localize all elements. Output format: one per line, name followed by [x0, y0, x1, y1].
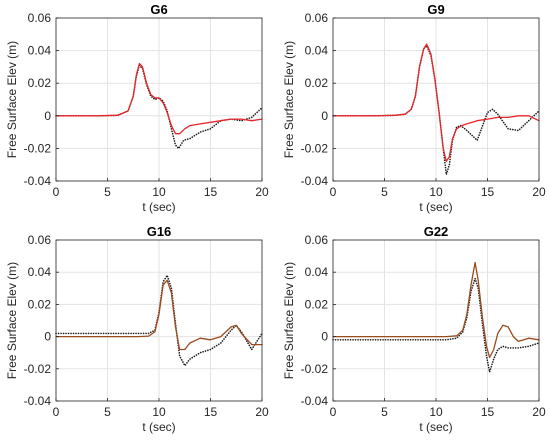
- y-tick-label: 0.02: [28, 76, 52, 90]
- x-tick-label: 10: [152, 405, 166, 419]
- panel-title: G22: [424, 224, 449, 239]
- x-tick-label: 20: [532, 185, 546, 199]
- x-axis-label: t (sec): [419, 420, 452, 434]
- x-tick-label: 0: [330, 405, 337, 419]
- x-tick-label: 10: [152, 185, 166, 199]
- y-tick-label: -0.04: [24, 394, 52, 408]
- x-tick-label: 5: [381, 185, 388, 199]
- y-tick-label: -0.02: [301, 141, 329, 155]
- x-tick-label: 0: [53, 405, 60, 419]
- y-tick-label: -0.02: [24, 362, 52, 376]
- x-axis-label: t (sec): [142, 420, 175, 434]
- x-tick-label: 15: [481, 405, 495, 419]
- y-tick-label: 0.04: [305, 44, 329, 58]
- panel-title: G9: [427, 2, 444, 17]
- x-tick-label: 5: [104, 405, 111, 419]
- y-tick-label: -0.04: [301, 174, 329, 188]
- series-line-model: [55, 62, 263, 135]
- panel-g22: 0 5 10 15 20 -0.04 -0.02 0 0.02 0.04 0.06 G22 t (s…: [282, 224, 546, 434]
- panel-g9: 0 5 10 15 20 -0.04 -0.02 0 0.02 0.04 0.06 G9 t (se…: [282, 2, 546, 214]
- panel-title: G16: [147, 224, 172, 239]
- x-tick-label: 0: [330, 185, 337, 199]
- x-tick-label: 20: [255, 185, 269, 199]
- y-tick-label: 0.02: [305, 297, 329, 311]
- y-axis-label: Free Surface Elev (m): [282, 262, 296, 379]
- y-tick-label: 0.04: [28, 44, 52, 58]
- y-tick-label: 0.06: [28, 233, 52, 247]
- y-tick-label: 0: [321, 109, 328, 123]
- y-tick-label: 0.04: [28, 265, 52, 279]
- series-line-measured: [332, 277, 540, 373]
- series-line-model: [332, 261, 540, 359]
- panel-title: G6: [150, 2, 167, 17]
- x-tick-label: 5: [104, 185, 111, 199]
- y-tick-label: 0.06: [28, 11, 52, 25]
- x-tick-label: 20: [255, 405, 269, 419]
- x-tick-label: 15: [204, 405, 218, 419]
- x-tick-label: 5: [381, 405, 388, 419]
- y-tick-label: 0: [321, 330, 328, 344]
- panel-g16: 0 5 10 15 20 -0.04 -0.02 0 0.02 0.04 0.06 G16 t (s…: [5, 224, 269, 434]
- y-tick-label: 0.06: [305, 11, 329, 25]
- x-tick-label: 15: [481, 185, 495, 199]
- y-tick-label: 0.04: [305, 265, 329, 279]
- x-tick-label: 10: [429, 185, 443, 199]
- y-tick-label: -0.04: [24, 174, 52, 188]
- y-tick-label: 0: [44, 109, 51, 123]
- y-tick-label: 0: [44, 330, 51, 344]
- y-tick-label: -0.02: [301, 362, 329, 376]
- series-line-model: [55, 279, 263, 351]
- y-tick-label: 0.02: [28, 297, 52, 311]
- x-tick-label: 0: [53, 185, 60, 199]
- y-tick-label: 0.06: [305, 233, 329, 247]
- series-line-model: [332, 43, 540, 163]
- x-tick-label: 15: [204, 185, 218, 199]
- x-tick-label: 20: [532, 405, 546, 419]
- x-axis-label: t (sec): [419, 200, 452, 214]
- y-axis-label: Free Surface Elev (m): [5, 41, 19, 158]
- panel-g6: 0 5 10 15 20 -0.04 -0.02 0 0.02 0.04 0.06 G6 t (se…: [5, 2, 269, 214]
- y-axis-label: Free Surface Elev (m): [282, 41, 296, 158]
- x-tick-label: 10: [429, 405, 443, 419]
- x-axis-label: t (sec): [142, 200, 175, 214]
- y-tick-label: -0.02: [24, 141, 52, 155]
- y-axis-label: Free Surface Elev (m): [5, 262, 19, 379]
- y-tick-label: 0.02: [305, 76, 329, 90]
- y-tick-label: -0.04: [301, 394, 329, 408]
